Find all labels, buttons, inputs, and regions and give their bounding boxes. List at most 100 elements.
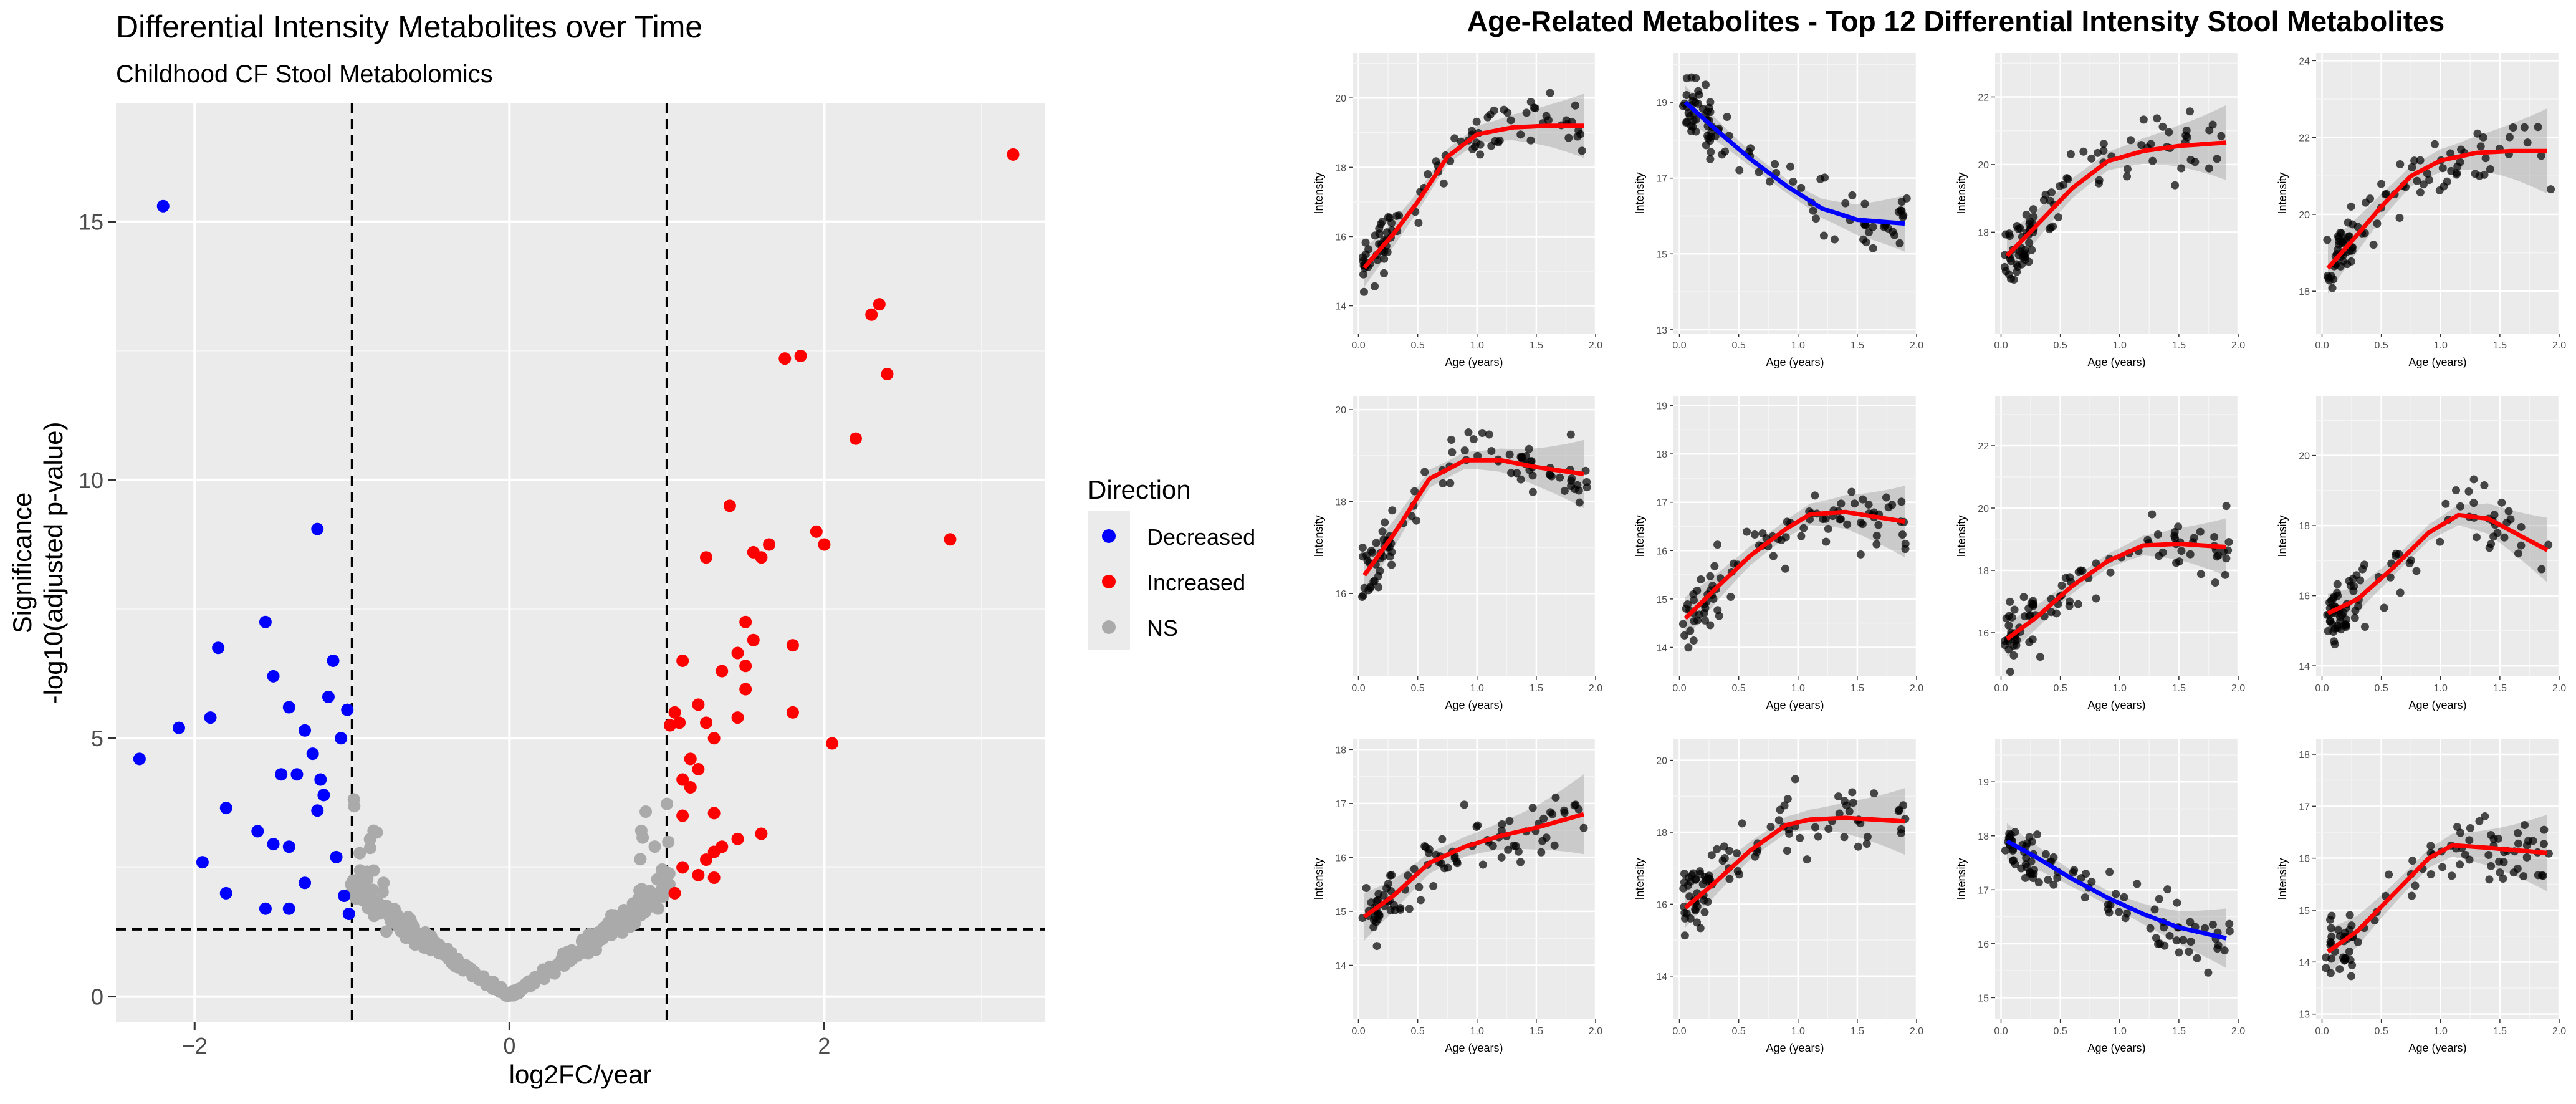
- panel-y-axis-label: Intensity: [1634, 172, 1646, 214]
- sample-point: [2172, 936, 2181, 945]
- x-tick-label: 0.5: [1411, 340, 1425, 351]
- increased-point: [692, 762, 705, 775]
- sample-point: [1738, 819, 1746, 828]
- sample-point: [1416, 896, 1425, 905]
- increased-point: [700, 716, 713, 729]
- sample-point: [2112, 890, 2120, 898]
- sample-point: [2186, 107, 2195, 116]
- sample-point: [2328, 284, 2337, 292]
- sample-point: [2004, 645, 2013, 654]
- increased-point: [668, 706, 681, 719]
- sample-point: [1713, 540, 1722, 549]
- x-tick-label: 2.0: [1589, 340, 1602, 351]
- loess-fit-line: [1362, 458, 1584, 577]
- decreased-point: [299, 724, 312, 737]
- x-tick-label: 0.5: [2054, 683, 2067, 694]
- x-tick-label: 1.0: [1791, 340, 1805, 351]
- sample-point: [1578, 146, 1586, 155]
- sample-point: [1388, 506, 1397, 515]
- sample-point: [1803, 855, 1811, 864]
- decreased-point: [335, 732, 348, 745]
- sample-point: [1796, 833, 1804, 842]
- sample-point: [2408, 163, 2416, 171]
- panel-x-axis-label: Age (years): [1766, 356, 1824, 368]
- sample-point: [2094, 148, 2102, 157]
- y-tick-label: 20: [1978, 160, 1989, 171]
- sample-point: [1704, 134, 1713, 143]
- x-tick-label: 0.0: [2315, 683, 2329, 694]
- sample-point: [2380, 603, 2388, 612]
- sample-point: [2453, 823, 2462, 832]
- sample-point: [2029, 213, 2038, 221]
- x-tick-label: 1.5: [2172, 340, 2186, 351]
- y-tick-label: 17: [2299, 802, 2310, 812]
- increased-point: [684, 752, 697, 766]
- sample-point: [2186, 918, 2195, 926]
- sample-point: [2522, 841, 2531, 850]
- y-tick-label: 20: [2299, 451, 2310, 462]
- y-tick-label: 16: [1335, 853, 1346, 863]
- decreased-point: [314, 773, 327, 786]
- sample-point: [1784, 825, 1793, 834]
- sample-point: [1713, 606, 1722, 615]
- sample-point: [1546, 808, 1555, 817]
- loess-fit-line: [2006, 839, 2227, 941]
- sample-point: [1723, 113, 1731, 122]
- ns-point: [537, 963, 550, 976]
- y-tick-label: 17: [1656, 174, 1667, 185]
- y-tick-label: 22: [2299, 133, 2310, 144]
- panel-x-axis-label: Age (years): [1445, 1042, 1503, 1054]
- sample-point: [1375, 912, 1384, 921]
- sample-point: [2014, 251, 2023, 259]
- ns-point: [644, 896, 658, 909]
- sample-point: [2353, 938, 2362, 946]
- y-tick-label: 18: [1656, 449, 1667, 460]
- sample-point: [2190, 534, 2198, 542]
- sample-point: [1824, 825, 1833, 833]
- sample-point: [1453, 857, 1462, 866]
- sample-point: [2082, 870, 2090, 878]
- loess-fit-line: [2005, 140, 2227, 257]
- confidence-band: [1685, 85, 1905, 252]
- sample-point: [2505, 133, 2514, 142]
- sample-point: [1550, 841, 1559, 850]
- sample-point: [2139, 115, 2148, 124]
- sample-point: [1526, 136, 1535, 145]
- sample-point: [2036, 653, 2044, 661]
- sample-point: [2544, 540, 2553, 549]
- sample-point: [1579, 823, 1588, 832]
- increased-point: [731, 711, 744, 724]
- x-tick-label: 1.0: [2434, 340, 2448, 351]
- increased-point: [763, 538, 776, 551]
- sample-point: [2163, 885, 2172, 894]
- sample-point: [2517, 541, 2526, 550]
- sample-point: [1381, 518, 1389, 527]
- sample-point: [2333, 580, 2342, 588]
- sample-point: [2381, 190, 2390, 199]
- y-tick-label: 15: [1656, 249, 1667, 260]
- sample-point: [1522, 108, 1531, 117]
- y-tick-label: 20: [1656, 756, 1667, 767]
- sample-point: [2099, 140, 2108, 148]
- y-tick-label: 10: [79, 468, 103, 493]
- x-tick-label: 2.0: [2552, 340, 2566, 351]
- sample-point: [2369, 241, 2378, 249]
- sample-point: [2537, 151, 2545, 160]
- panel-y-axis-label: Intensity: [1955, 515, 1968, 557]
- sample-point: [2499, 875, 2507, 883]
- sample-point: [1516, 130, 1525, 139]
- sample-point: [2191, 158, 2200, 166]
- sample-point: [1467, 127, 1476, 135]
- y-tick-label: 15: [1656, 595, 1667, 605]
- panel-x-axis-label: Age (years): [1445, 356, 1503, 368]
- x-tick-label: 2.0: [1910, 683, 1923, 694]
- y-tick-label: 14: [1656, 643, 1667, 653]
- sample-point: [1703, 898, 1712, 906]
- sample-point: [2336, 228, 2345, 237]
- sample-point: [2436, 537, 2444, 546]
- metabolite-panel-12: 0.0 0.5 1.0 1.5 2.0 13 14 15 16 17 18 Age (years) In…: [2276, 739, 2566, 1054]
- x-tick-label: 0.0: [1994, 683, 2008, 694]
- increased-point: [731, 832, 744, 845]
- x-tick-label: −2: [182, 1033, 208, 1058]
- x-tick-label: 0.0: [1672, 340, 1686, 351]
